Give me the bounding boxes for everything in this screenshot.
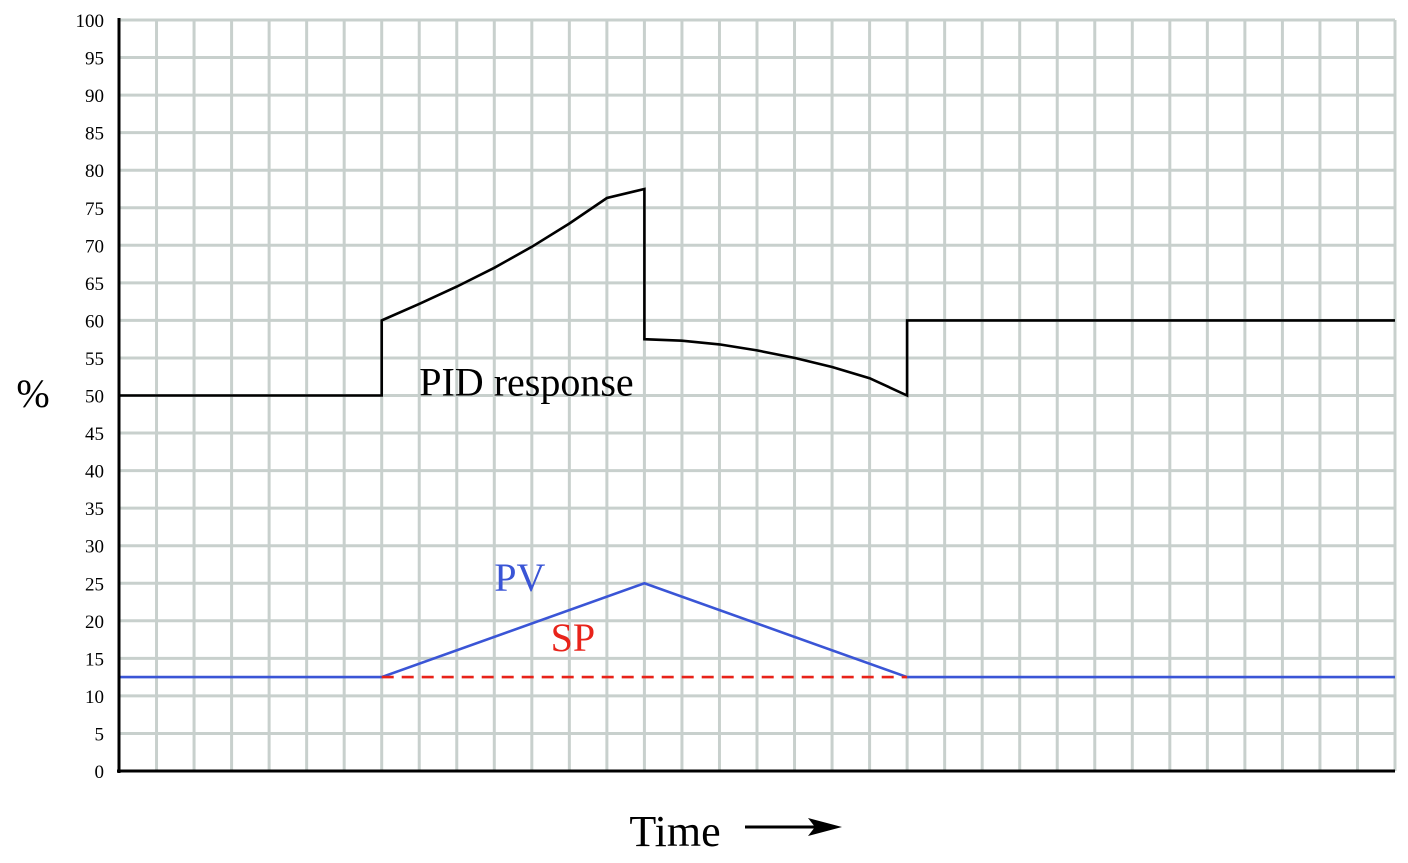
y-tick-label: 50: [85, 387, 104, 408]
y-tick-label: 100: [76, 11, 105, 32]
y-tick-label: 30: [85, 537, 104, 558]
y-tick-labels: 0 5 10 15 20 25 30 35 40 45 50 55 60 65 70 75 80 85 90 95 10…: [76, 11, 105, 783]
series-lines: [119, 187, 1395, 679]
annotation-pv: PV: [494, 555, 545, 600]
x-axis-label: Time: [629, 807, 720, 856]
annotation-sp: SP: [551, 615, 596, 660]
y-tick-label: 10: [85, 687, 104, 708]
time-arrow-icon: [745, 818, 842, 836]
y-tick-label: 65: [85, 274, 104, 295]
y-axis-label: %: [16, 371, 49, 416]
time-arrow-head: [808, 818, 842, 836]
y-tick-label: 5: [95, 724, 105, 745]
y-tick-label: 70: [85, 236, 104, 257]
y-tick-label: 15: [85, 649, 104, 670]
series-line-pid-response: [119, 187, 1395, 398]
y-tick-label: 90: [85, 86, 104, 107]
y-tick-label: 55: [85, 349, 104, 370]
axes: [117, 18, 1395, 773]
y-tick-label: 80: [85, 161, 104, 182]
y-tick-label: 60: [85, 311, 104, 332]
y-tick-label: 0: [95, 762, 105, 783]
annotation-pid-response: PID response: [419, 360, 633, 405]
y-tick-label: 85: [85, 124, 104, 145]
y-tick-label: 45: [85, 424, 104, 445]
series-line-pv: [119, 581, 1395, 679]
grid: [119, 18, 1397, 771]
y-tick-label: 35: [85, 499, 104, 520]
y-tick-label: 40: [85, 462, 104, 483]
y-tick-label: 95: [85, 49, 104, 70]
y-tick-label: 75: [85, 199, 104, 220]
y-tick-label: 25: [85, 574, 104, 595]
y-tick-label: 20: [85, 612, 104, 633]
